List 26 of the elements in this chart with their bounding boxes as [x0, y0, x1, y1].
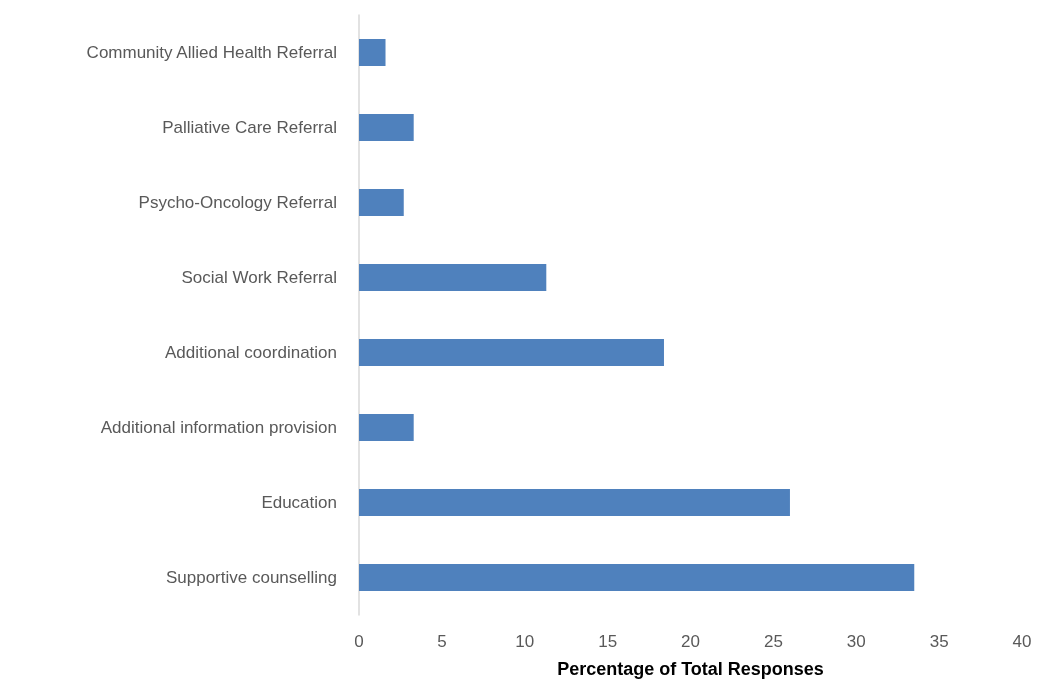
x-tick-label: 15: [598, 632, 618, 651]
bar: [359, 489, 790, 516]
y-tick-label: Social Work Referral: [181, 268, 337, 287]
bar: [359, 264, 547, 291]
x-tick-label: 5: [437, 632, 447, 651]
y-tick-label: Psycho-Oncology Referral: [138, 193, 337, 212]
x-tick-label: 40: [1012, 632, 1032, 651]
y-tick-label: Supportive counselling: [165, 568, 337, 587]
y-tick-label: Palliative Care Referral: [162, 118, 337, 137]
bar: [359, 414, 414, 441]
y-tick-label: Additional coordination: [164, 343, 337, 362]
bar: [359, 564, 915, 591]
y-tick-label: Community Allied Health Referral: [86, 43, 337, 62]
x-tick-label: 0: [354, 632, 364, 651]
x-tick-label: 20: [681, 632, 700, 651]
bar: [359, 39, 386, 66]
bar: [359, 189, 404, 216]
x-tick-label: 10: [515, 632, 535, 651]
y-tick-label: Education: [261, 493, 337, 512]
bar: [359, 114, 414, 141]
x-tick-label: 25: [763, 632, 783, 651]
bar: [359, 339, 664, 366]
x-axis-title: Percentage of Total Responses: [557, 659, 824, 679]
x-tick-label: 30: [846, 632, 866, 651]
y-tick-label: Additional information provision: [100, 418, 337, 437]
x-tick-label: 35: [929, 632, 949, 651]
